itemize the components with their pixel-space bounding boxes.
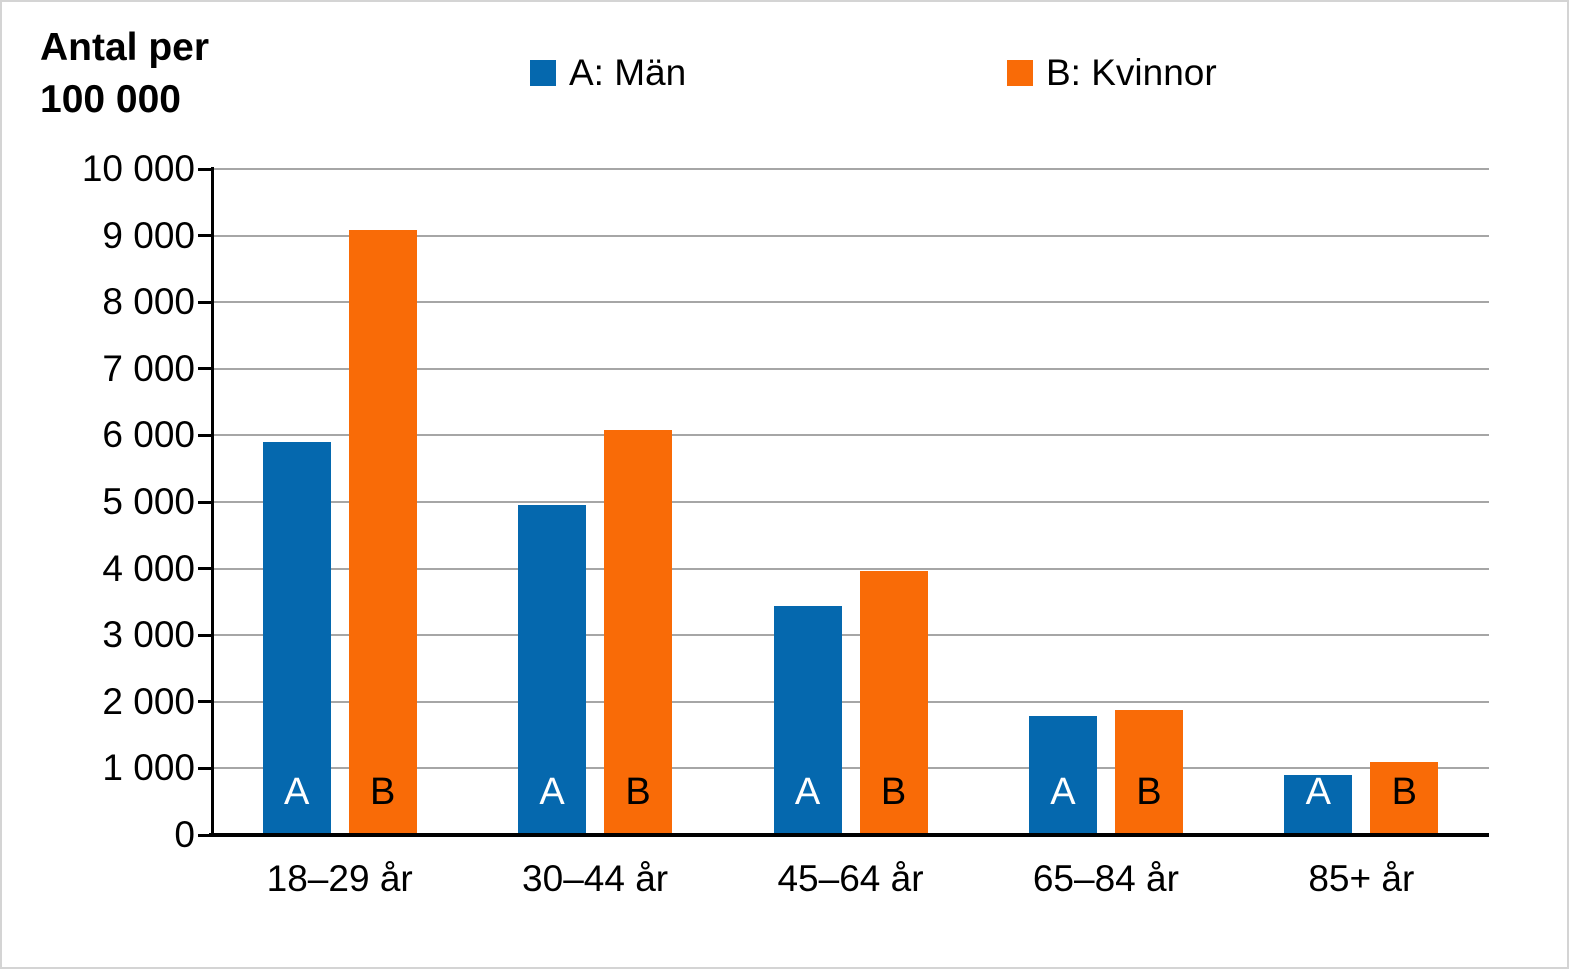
x-category-label-2: 30–44 år (522, 858, 669, 899)
bar-B-5 (1370, 761, 1439, 835)
legend-swatch-women-icon (1007, 60, 1033, 86)
bar-B-4 (1114, 710, 1183, 835)
y-tick-label-2000: 2 000 (102, 680, 195, 722)
gridline-9000 (212, 234, 1489, 237)
bar-A-3 (773, 605, 842, 835)
x-category-label-3: 45–64 år (777, 858, 924, 899)
bar-A-4 (1028, 716, 1097, 835)
y-tick-4000 (198, 567, 212, 571)
gridline-7000 (212, 367, 1489, 370)
y-axis-line (211, 167, 214, 837)
y-tick-2000 (198, 700, 212, 704)
bar-B-3 (859, 571, 928, 835)
bar-letter-B-5: B (1391, 771, 1417, 813)
y-tick-9000 (198, 234, 212, 238)
gridline-4000 (212, 567, 1489, 570)
gridline-8000 (212, 301, 1489, 304)
bar-letter-A-4: A (1050, 771, 1076, 813)
y-tick-label-6000: 6 000 (102, 414, 195, 456)
bar-letter-B-4: B (1136, 771, 1162, 813)
bar-A-2 (518, 505, 587, 835)
bar-letter-A-5: A (1305, 771, 1331, 813)
bar-letter-A-1: A (284, 771, 310, 813)
legend-label-women: B: Kvinnor (1046, 52, 1217, 93)
legend-label-men: A: Män (569, 52, 687, 93)
y-tick-7000 (198, 367, 212, 371)
y-tick-label-9000: 9 000 (102, 214, 195, 256)
y-tick-label-7000: 7 000 (102, 347, 195, 389)
y-tick-label-8000: 8 000 (102, 281, 195, 323)
gridline-5000 (212, 501, 1489, 503)
x-category-label-5: 85+ år (1308, 858, 1415, 899)
bar-letter-B-2: B (625, 771, 651, 813)
bar-letter-B-3: B (880, 771, 907, 813)
gridline-1000 (212, 767, 1489, 770)
gridline-10000 (212, 168, 1489, 170)
bar-A-1 (262, 442, 331, 835)
y-tick-6000 (198, 433, 212, 437)
bar-B-1 (348, 230, 417, 835)
gridline-3000 (212, 634, 1489, 637)
y-tick-label-1000: 1 000 (102, 747, 195, 789)
x-category-label-1: 18–29 år (266, 858, 413, 899)
bar-letter-B-1: B (370, 771, 396, 813)
bar-letter-A-2: A (539, 771, 565, 813)
y-axis-title-line2: 100 000 (40, 78, 181, 121)
legend-item-men: A: Män (530, 52, 686, 94)
bar-A-5 (1284, 775, 1353, 835)
gridline-6000 (212, 434, 1489, 437)
bar-letter-A-3: A (794, 771, 821, 813)
x-category-label-4: 65–84 år (1032, 858, 1179, 899)
y-tick-label-3000: 3 000 (102, 614, 195, 656)
y-tick-5000 (198, 500, 212, 504)
gridline-2000 (212, 700, 1489, 703)
y-axis-title: Antal per 100 000 (40, 22, 209, 126)
y-tick-0 (198, 833, 212, 837)
y-tick-label-0: 0 (174, 814, 195, 855)
legend-swatch-men-icon (530, 60, 556, 86)
bar-B-2 (604, 430, 673, 835)
y-tick-3000 (198, 633, 212, 637)
y-tick-1000 (198, 766, 212, 770)
x-axis-line (209, 833, 1489, 837)
y-tick-label-4000: 4 000 (102, 547, 195, 589)
legend-item-women: B: Kvinnor (1007, 52, 1217, 94)
y-tick-label-10000: 10 000 (81, 148, 195, 189)
y-tick-10000 (198, 167, 212, 171)
y-tick-label-5000: 5 000 (102, 481, 195, 522)
y-axis-title-line1: Antal per (40, 26, 210, 69)
y-tick-8000 (198, 300, 212, 304)
